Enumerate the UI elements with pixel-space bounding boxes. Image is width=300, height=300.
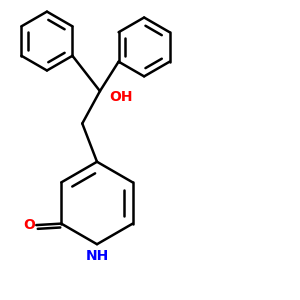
Text: NH: NH	[85, 249, 109, 262]
Text: O: O	[23, 218, 35, 232]
Text: OH: OH	[109, 90, 132, 104]
